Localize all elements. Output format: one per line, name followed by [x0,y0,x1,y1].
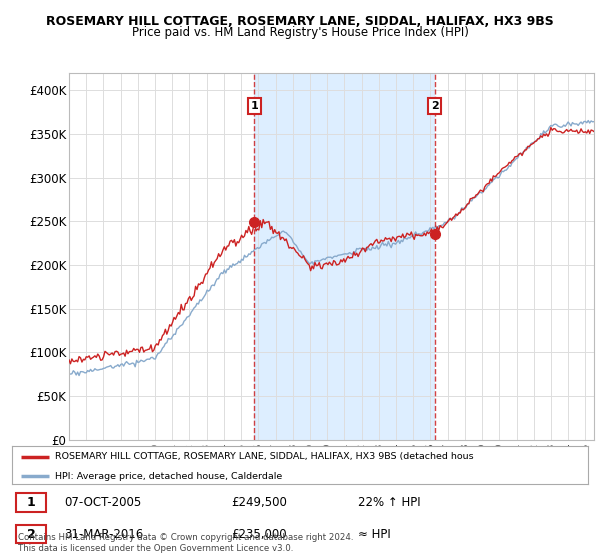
Text: ≈ HPI: ≈ HPI [358,528,391,540]
Text: 22% ↑ HPI: 22% ↑ HPI [358,496,420,509]
Bar [254,73,435,440]
Text: ROSEMARY HILL COTTAGE, ROSEMARY LANE, SIDDAL, HALIFAX, HX3 9BS: ROSEMARY HILL COTTAGE, ROSEMARY LANE, SI… [46,15,554,28]
Text: HPI: Average price, detached house, Calderdale: HPI: Average price, detached house, Cald… [55,472,283,480]
Text: 2: 2 [26,528,35,540]
Text: 31-MAR-2016: 31-MAR-2016 [64,528,143,540]
Text: 07-OCT-2005: 07-OCT-2005 [64,496,141,509]
Text: ROSEMARY HILL COTTAGE, ROSEMARY LANE, SIDDAL, HALIFAX, HX3 9BS (detached hous: ROSEMARY HILL COTTAGE, ROSEMARY LANE, SI… [55,452,474,461]
FancyBboxPatch shape [16,525,46,543]
Text: Contains HM Land Registry data © Crown copyright and database right 2024.
This d: Contains HM Land Registry data © Crown c… [18,533,353,553]
Text: £249,500: £249,500 [231,496,287,509]
Text: Price paid vs. HM Land Registry's House Price Index (HPI): Price paid vs. HM Land Registry's House … [131,26,469,39]
Text: 1: 1 [26,496,35,509]
Text: £235,000: £235,000 [231,528,287,540]
Text: 1: 1 [251,101,258,111]
FancyBboxPatch shape [16,493,46,511]
Text: 2: 2 [431,101,439,111]
